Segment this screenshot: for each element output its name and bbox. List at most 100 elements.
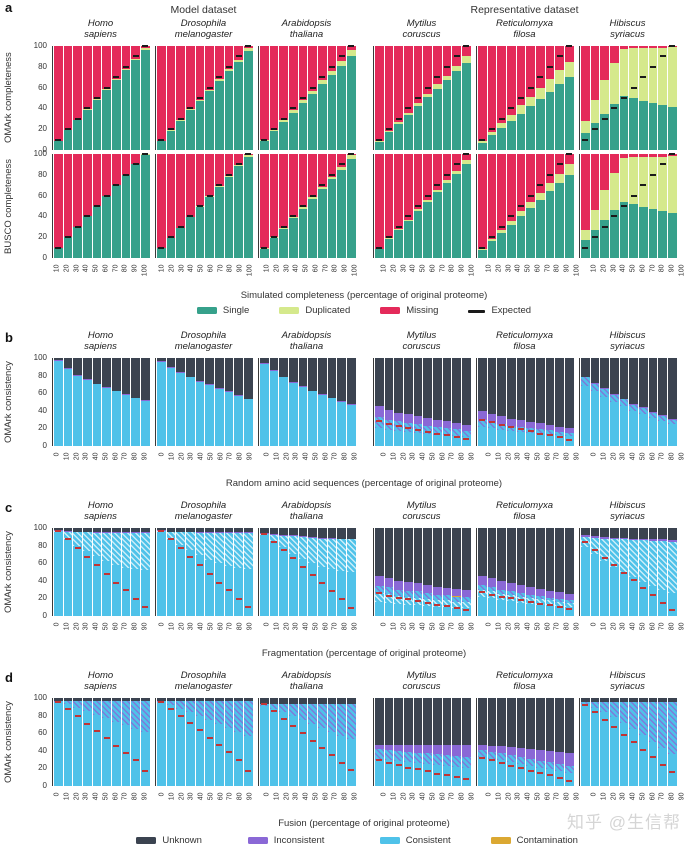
bar (54, 358, 63, 446)
x-tick-text: 20 (505, 792, 513, 801)
expected-marker (280, 225, 287, 228)
x-tick-label: 10 (380, 262, 389, 290)
bar-segment-unknown (404, 358, 413, 415)
expected-marker (177, 117, 184, 120)
x-tick-text: 50 (429, 622, 437, 631)
bar-segment-consistent (565, 436, 574, 446)
x-tick-label: 50 (207, 450, 216, 478)
bar-segment-inconsistent (308, 536, 318, 538)
bar-segment-partial (423, 753, 433, 764)
bar (507, 154, 516, 258)
bar (83, 358, 92, 446)
bar (581, 46, 590, 150)
bar (658, 46, 668, 150)
x-tick-text: 10 (600, 452, 608, 461)
bar-segment-partial (565, 765, 574, 773)
x-tick-label: 20 (282, 620, 291, 648)
bar-segment-duplicated (347, 155, 356, 160)
bar-segment-fragments (590, 537, 600, 555)
expected-marker (226, 750, 232, 753)
expected-marker (290, 215, 297, 218)
x-tick-label: 80 (236, 450, 245, 478)
expected-marker (245, 606, 252, 609)
bar-segment-inconsistent (639, 407, 648, 409)
bar (394, 528, 404, 616)
y-tick-label: 60 (38, 82, 47, 92)
bar-segment-consistent (487, 598, 497, 616)
bar (433, 358, 442, 446)
bar-segment-inconsistent (536, 588, 545, 596)
bar-segment-missing (433, 154, 442, 191)
bar-segment-inconsistent (590, 535, 600, 538)
bar-segment-missing (279, 46, 289, 120)
x-tick-label: 100 (677, 262, 685, 290)
expected-marker (669, 770, 676, 773)
bar-segment-missing (260, 154, 269, 248)
bar-segment-unknown (73, 698, 83, 701)
expected-marker (226, 173, 232, 176)
bar-segment-consistent (639, 581, 648, 616)
bar-segment-duplicated (413, 209, 423, 212)
x-tick-label: 20 (390, 262, 399, 290)
bar-segment-unknown (442, 698, 452, 745)
bar (205, 528, 215, 616)
bar-segment-inconsistent (260, 363, 269, 365)
bar-segment-consistent (234, 395, 244, 446)
bar (205, 154, 215, 258)
x-tick-text: 100 (573, 264, 581, 277)
bar (83, 154, 92, 258)
expected-marker (463, 437, 470, 440)
plot-area (373, 358, 472, 446)
bar (507, 46, 516, 150)
bar-segment-single (462, 62, 471, 150)
bar (234, 358, 244, 446)
bar-segment-missing (157, 154, 166, 248)
x-tick-cell: 0 10 20 30 40 50 60 70 80 90 (262, 450, 361, 478)
expected-marker (434, 432, 441, 435)
species-header: Arabidopsis thaliana (258, 670, 355, 698)
bar-segment-fragments (639, 540, 648, 582)
bar-segment-missing (442, 46, 452, 77)
bar-segment-consistent (176, 544, 186, 616)
bar-segment-consistent (73, 707, 83, 786)
chart-row: OMArk consistency 0 20 40 60 80 100 (0, 354, 685, 450)
x-tick-label: 40 (524, 620, 533, 648)
x-tick-label: 70 (121, 790, 130, 818)
expected-marker (206, 86, 213, 89)
expected-marker (489, 128, 495, 131)
x-tick-label: 60 (534, 262, 543, 290)
bar-segment-single (131, 59, 141, 150)
x-tick-text: 80 (331, 264, 339, 273)
bar (269, 698, 279, 786)
x-tick-text: 30 (514, 622, 522, 631)
bar-segment-inconsistent (581, 701, 590, 703)
bar-segment-duplicated (600, 190, 610, 220)
bar (337, 46, 347, 150)
x-tick-cell: 0 10 20 30 40 50 60 70 80 90 (379, 450, 478, 478)
species-name-line2: sapiens (84, 29, 117, 41)
bar-segment-unknown (526, 528, 536, 587)
bar (497, 46, 507, 150)
bar-segment-single (478, 142, 487, 150)
species-header: Arabidopsis thaliana (258, 330, 355, 358)
expected-marker (659, 55, 666, 58)
x-tick-label: 40 (524, 450, 533, 478)
expected-marker (168, 538, 174, 541)
bar-segment-fragments (462, 601, 471, 609)
bar (92, 358, 102, 446)
bar-segment-unknown (487, 358, 497, 415)
bar (327, 528, 337, 616)
x-tick-cell: 0 10 20 30 40 50 60 70 80 90 (52, 620, 151, 648)
x-tick-label: 20 (399, 450, 408, 478)
bar (384, 154, 394, 258)
bar-segment-fragments (205, 533, 215, 560)
x-tick-text: 60 (639, 264, 647, 273)
x-tick-label: 30 (399, 262, 408, 290)
bar (318, 528, 327, 616)
bar-segment-partial (166, 700, 176, 706)
bar-segment-single (442, 80, 452, 150)
x-tick-text: 70 (121, 452, 129, 461)
bar-segment-consistent (186, 550, 195, 616)
subplot (155, 358, 254, 446)
plots-row (52, 698, 682, 786)
